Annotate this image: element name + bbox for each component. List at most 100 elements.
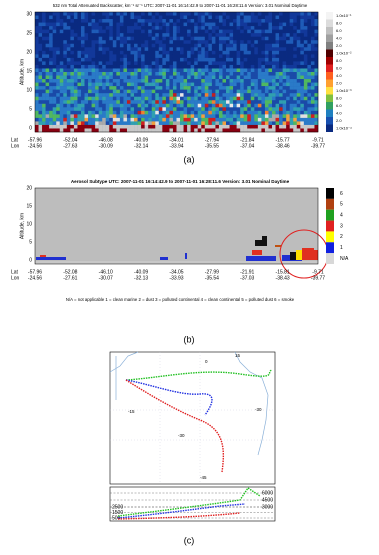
pixel xyxy=(123,121,128,126)
map-label: 0 xyxy=(205,359,208,364)
pixel xyxy=(218,128,223,133)
pixel xyxy=(42,15,46,20)
pixel xyxy=(134,110,138,115)
pixel xyxy=(243,107,248,112)
pixel xyxy=(240,33,244,37)
pixel xyxy=(257,114,262,119)
pixel xyxy=(88,128,92,133)
pixel xyxy=(105,50,110,55)
pixel xyxy=(35,47,39,52)
pixel xyxy=(172,19,177,23)
pixel xyxy=(169,57,174,62)
pixel xyxy=(215,86,220,90)
pixel xyxy=(105,117,110,122)
pixel xyxy=(59,54,64,59)
pixel xyxy=(162,121,167,126)
pixel xyxy=(204,96,209,101)
pixel xyxy=(226,57,230,62)
pixel xyxy=(91,29,96,34)
pixel xyxy=(158,86,163,90)
pixel xyxy=(35,103,39,108)
pixel xyxy=(303,110,308,115)
pixel xyxy=(102,93,106,97)
pixel xyxy=(204,75,209,80)
pixel xyxy=(105,43,110,48)
pixel xyxy=(307,128,312,133)
pixel xyxy=(303,64,308,69)
pixel xyxy=(172,15,177,20)
pixel xyxy=(59,64,64,69)
pixel xyxy=(151,22,156,27)
pixel xyxy=(279,33,283,37)
pixel xyxy=(218,107,223,112)
pixel xyxy=(77,36,82,41)
pixel xyxy=(261,103,266,108)
pixel xyxy=(165,110,170,115)
pixel xyxy=(98,12,103,16)
pixel xyxy=(165,43,170,48)
pixel xyxy=(201,43,205,48)
pixel xyxy=(35,124,39,129)
pixel xyxy=(59,124,64,129)
pixel xyxy=(208,50,213,55)
pixel xyxy=(286,121,290,126)
pixel xyxy=(80,89,85,94)
pixel xyxy=(91,114,96,119)
pixel xyxy=(73,19,78,23)
pixel xyxy=(261,110,266,115)
pixel xyxy=(35,64,39,69)
pixel xyxy=(105,79,110,83)
pixel xyxy=(126,121,131,126)
pixel xyxy=(293,96,297,101)
pixel xyxy=(45,36,50,41)
pixel xyxy=(88,33,92,37)
pixel xyxy=(98,103,103,108)
pixel xyxy=(233,50,237,55)
pixel xyxy=(73,124,78,129)
pixel xyxy=(272,22,276,27)
pixel xyxy=(141,103,145,108)
pixel xyxy=(73,36,78,41)
pixel xyxy=(38,68,43,73)
pixel xyxy=(119,68,124,73)
pixel xyxy=(226,107,230,112)
pixel xyxy=(211,124,216,129)
pixel xyxy=(229,72,234,76)
pixel xyxy=(314,15,319,20)
pixel xyxy=(282,47,287,52)
colorbar-cell xyxy=(326,27,333,35)
pixel xyxy=(208,82,213,87)
pixel xyxy=(187,22,191,27)
pixel xyxy=(250,117,255,122)
pixel xyxy=(38,22,43,27)
pixel xyxy=(279,57,283,62)
pixel xyxy=(187,29,191,34)
pixel xyxy=(226,61,230,66)
pixel xyxy=(279,43,283,48)
pixel xyxy=(95,26,99,30)
pixel xyxy=(187,75,191,80)
pixel xyxy=(257,54,262,59)
pixel xyxy=(229,36,234,41)
pixel xyxy=(187,82,191,87)
pixel xyxy=(144,86,149,90)
pixel xyxy=(261,19,266,23)
pixel xyxy=(105,12,110,16)
pixel xyxy=(289,64,294,69)
pixel xyxy=(236,36,241,41)
pixel xyxy=(286,12,290,16)
pixel xyxy=(123,103,128,108)
pixel xyxy=(158,54,163,59)
pixel xyxy=(88,36,92,41)
pixel xyxy=(80,82,85,87)
pixel xyxy=(70,36,75,41)
pixel xyxy=(116,89,121,94)
pixel xyxy=(63,117,68,122)
pixel xyxy=(70,19,75,23)
pixel xyxy=(49,15,53,20)
pixel xyxy=(88,61,92,66)
pixel xyxy=(183,54,188,59)
pixel xyxy=(155,22,160,27)
pixel xyxy=(247,68,251,73)
pixel xyxy=(45,72,50,76)
